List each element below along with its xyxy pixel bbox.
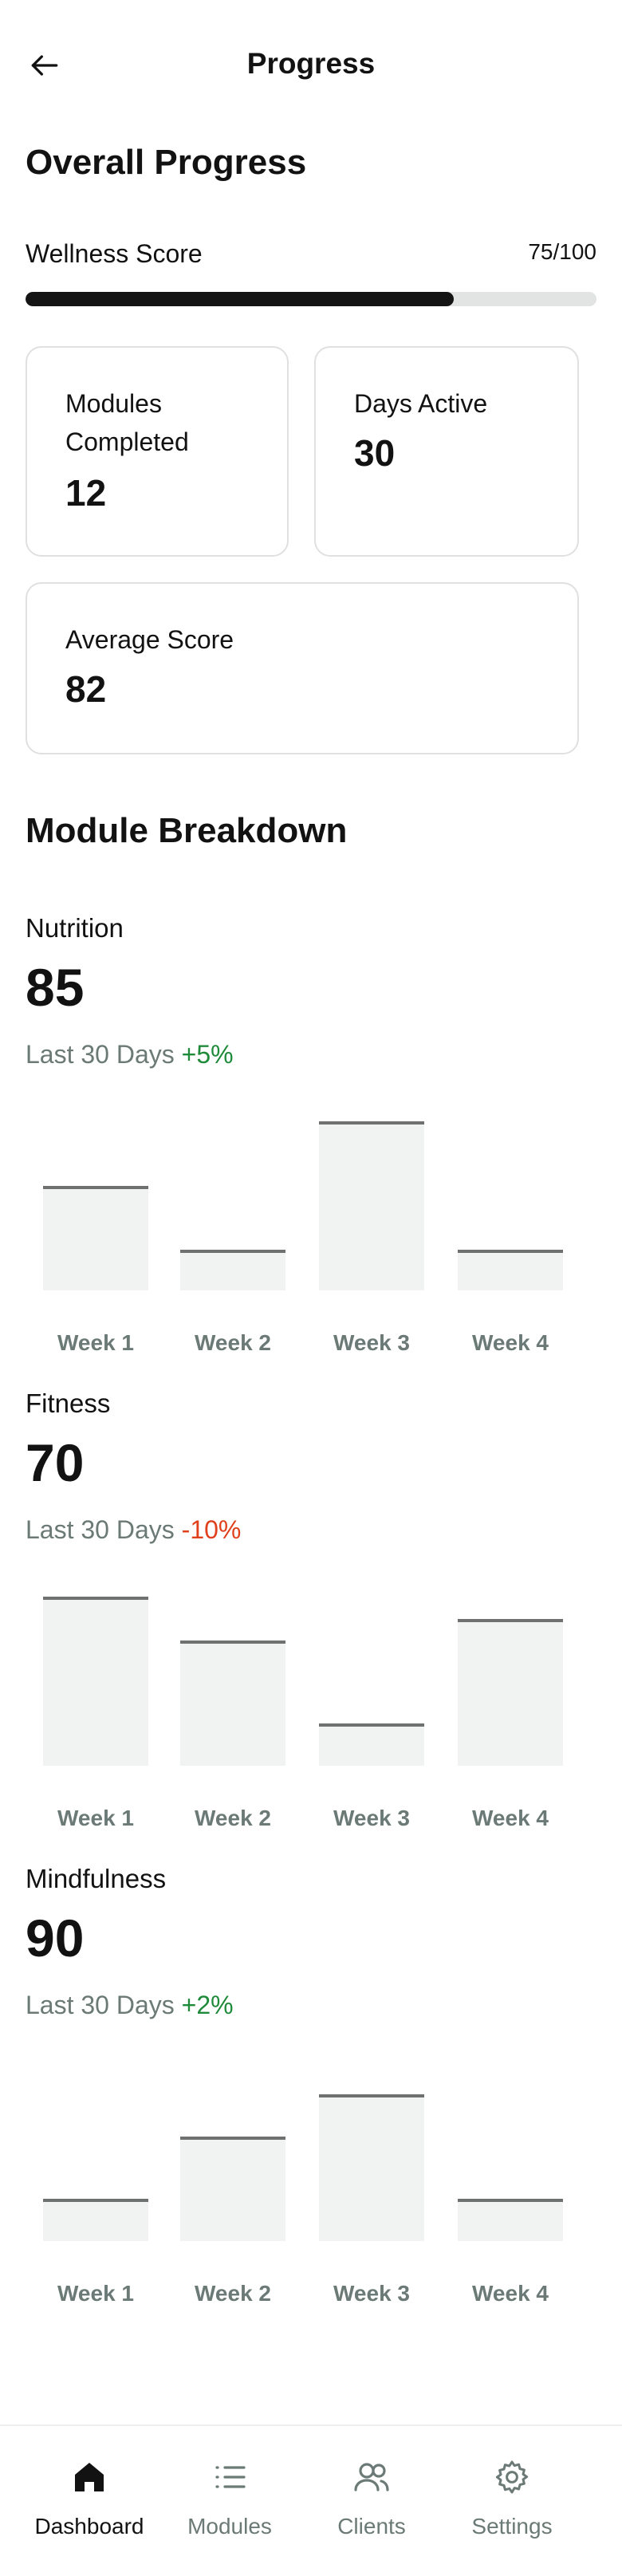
average-score-label: Average Score: [65, 625, 234, 654]
modules-completed-label: Modules Completed: [65, 389, 189, 456]
week-label: Week 3: [333, 2281, 410, 2306]
week-bar: [319, 1121, 424, 1290]
wellness-progress-fill: [26, 292, 454, 306]
modules-completed-card: Modules Completed 12: [26, 346, 289, 557]
nav-label: Settings: [471, 2514, 553, 2539]
trend-change: -10%: [181, 1515, 242, 1544]
days-active-card: Days Active 30: [314, 346, 579, 557]
app-header: Progress: [0, 0, 622, 128]
trend-prefix: Last 30 Days: [26, 1040, 175, 1069]
week-label: Week 2: [195, 1806, 271, 1830]
week-bar: [43, 1186, 148, 1290]
bottom-nav: Dashboard Modules Clients Settings: [0, 2424, 622, 2576]
nav-clients[interactable]: Clients: [300, 2426, 443, 2576]
gear-icon: [495, 2460, 529, 2494]
week-bar: [319, 1723, 424, 1766]
week-label: Week 4: [472, 1806, 549, 1830]
trend-change: +5%: [181, 1040, 234, 1069]
module-name: Nutrition: [26, 913, 124, 943]
week-label: Week 1: [57, 1806, 134, 1830]
week-label: Week 4: [472, 1330, 549, 1355]
back-button[interactable]: [22, 43, 67, 88]
average-score-value: 82: [65, 668, 107, 710]
week-bar: [180, 2137, 285, 2241]
days-active-label: Days Active: [354, 389, 488, 418]
modules-completed-value: 12: [65, 472, 107, 514]
week-bar: [180, 1641, 285, 1766]
trend-prefix: Last 30 Days: [26, 1991, 175, 2019]
module-score: 85: [26, 958, 85, 1017]
week-bar: [458, 1619, 563, 1766]
nav-label: Clients: [337, 2514, 406, 2539]
module-score: 90: [26, 1908, 85, 1967]
arrow-left-icon: [31, 55, 58, 76]
module-name: Fitness: [26, 1388, 111, 1418]
users-icon: [354, 2463, 389, 2491]
trend-prefix: Last 30 Days: [26, 1515, 175, 1544]
module-trend: Last 30 Days -10%: [26, 1512, 241, 1547]
average-score-card: Average Score 82: [26, 582, 579, 754]
home-icon: [75, 2463, 104, 2491]
list-icon: [215, 2466, 246, 2488]
week-bar: [43, 2199, 148, 2241]
week-label: Week 3: [333, 1806, 410, 1830]
week-label: Week 2: [195, 2281, 271, 2306]
week-bar: [458, 1250, 563, 1290]
module-name: Mindfulness: [26, 1864, 167, 1893]
week-label: Week 2: [195, 1330, 271, 1355]
module-trend: Last 30 Days +2%: [26, 1987, 234, 2023]
wellness-score-value: 75/100: [528, 239, 596, 264]
nav-label: Modules: [187, 2514, 272, 2539]
week-label: Week 1: [57, 1330, 134, 1355]
overall-progress-title: Overall Progress: [26, 143, 307, 182]
nav-dashboard[interactable]: Dashboard: [18, 2426, 161, 2576]
week-bar: [43, 1597, 148, 1766]
week-label: Week 1: [57, 2281, 134, 2306]
wellness-score-label: Wellness Score: [26, 239, 203, 268]
trend-change: +2%: [181, 1991, 234, 2019]
week-bar: [458, 2199, 563, 2241]
nav-modules[interactable]: Modules: [158, 2426, 301, 2576]
nav-settings[interactable]: Settings: [440, 2426, 584, 2576]
week-bar: [319, 2094, 424, 2241]
days-active-value: 30: [354, 432, 396, 474]
week-bar: [180, 1250, 285, 1290]
module-score: 70: [26, 1433, 85, 1492]
nav-label: Dashboard: [34, 2514, 144, 2539]
week-label: Week 4: [472, 2281, 549, 2306]
module-nutrition: Nutrition 85 Last 30 Days +5% Week 1 Week…: [0, 909, 622, 1400]
module-trend: Last 30 Days +5%: [26, 1037, 234, 1072]
module-breakdown-title: Module Breakdown: [26, 811, 348, 850]
module-fitness: Fitness 70 Last 30 Days -10% Week 1 Week …: [0, 1385, 622, 1876]
module-mindfulness: Mindfulness 90 Last 30 Days +2% Week 1 We…: [0, 1860, 622, 2351]
page-title: Progress: [246, 47, 376, 80]
week-label: Week 3: [333, 1330, 410, 1355]
wellness-progress-bar: [26, 292, 596, 306]
